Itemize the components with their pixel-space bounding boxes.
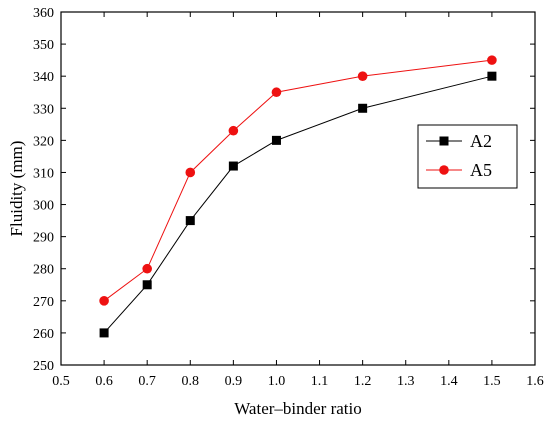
y-tick-label: 340: [33, 70, 54, 85]
x-tick-label: 0.5: [52, 374, 70, 389]
data-point-a5: [357, 71, 368, 81]
series-a5: [99, 55, 497, 306]
data-point-a2: [487, 71, 497, 81]
legend-label-a5: A5: [470, 160, 492, 180]
x-tick-label: 0.9: [225, 374, 243, 389]
legend-item-a5: A5: [426, 160, 492, 180]
x-tick-label: 0.8: [182, 374, 200, 389]
y-tick-label: 270: [33, 295, 54, 310]
y-tick-label: 290: [33, 231, 54, 246]
y-tick-label: 300: [33, 199, 54, 214]
legend-item-a2: A2: [426, 131, 492, 151]
y-tick-label: 310: [33, 166, 54, 181]
series-layer: [99, 55, 497, 338]
y-tick-label: 250: [33, 359, 54, 374]
series-line-a2: [103, 75, 493, 334]
data-point-a5: [99, 296, 109, 306]
legend-label-a2: A2: [470, 131, 492, 151]
x-tick-label: 1.5: [483, 374, 501, 389]
data-point-a5: [142, 263, 152, 274]
x-tick-label: 1.1: [311, 374, 329, 389]
data-point-a2: [142, 280, 152, 290]
x-tick-label: 1.2: [354, 374, 372, 389]
plot-frame: [60, 11, 536, 366]
series-a2: [99, 71, 497, 338]
x-axis-title: Water–binder ratio: [234, 399, 362, 418]
x-tick-label: 0.7: [138, 374, 156, 389]
y-tick-label: 350: [33, 38, 54, 53]
data-point-a5: [271, 87, 282, 98]
x-tick-label: 1.6: [526, 374, 544, 389]
x-tick-label: 1.3: [397, 374, 415, 389]
data-point-a5: [487, 55, 497, 65]
axis-ticks: 0.5 0.6 0.7 0.8 0.9 1.0 1.1 1.2 1.3 1.4 1.5 1.6 250 2…: [33, 6, 544, 389]
y-tick-label: 260: [33, 327, 54, 342]
data-point-a2: [185, 216, 195, 226]
x-tick-label: 1.4: [440, 374, 458, 389]
legend-box: [417, 124, 518, 189]
y-tick-label: 280: [33, 263, 54, 278]
data-point-a5: [185, 167, 196, 178]
y-tick-label: 330: [33, 102, 54, 117]
data-point-a2: [358, 103, 368, 113]
y-axis-title: Fluidity (mm): [7, 141, 26, 237]
data-point-a2: [99, 328, 109, 338]
x-tick-label: 0.6: [95, 374, 113, 389]
y-tick-label: 360: [33, 6, 54, 21]
legend-marker-a5: [439, 165, 449, 175]
data-point-a5: [228, 125, 239, 136]
data-point-a2: [271, 135, 281, 145]
x-tick-label: 1.0: [268, 374, 286, 389]
legend-marker-a2: [439, 136, 449, 146]
data-point-a2: [228, 161, 238, 171]
y-tick-label: 320: [33, 134, 54, 149]
